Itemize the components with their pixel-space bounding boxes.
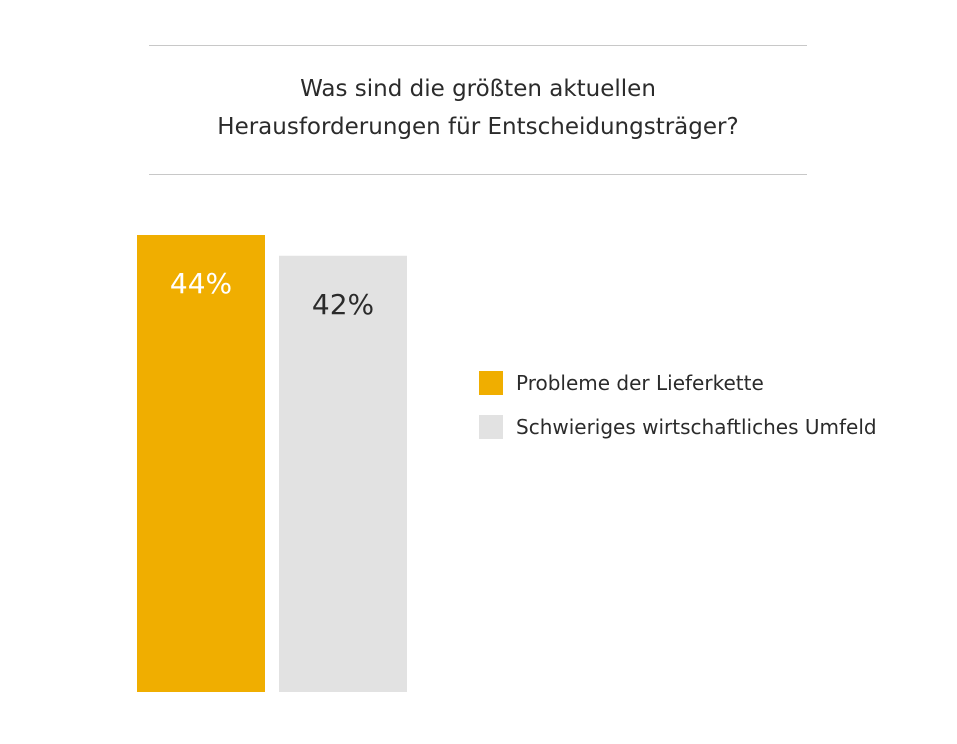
legend-swatch-supply-chain — [479, 371, 503, 395]
title-top-rule — [149, 45, 807, 46]
chart-legend: Probleme der Lieferkette Schwieriges wir… — [479, 370, 877, 458]
bar-supply-chain — [137, 235, 265, 692]
bar-label-supply-chain: 44% — [170, 267, 232, 300]
title-bottom-rule — [149, 174, 807, 175]
legend-item-economic-environment: Schwieriges wirtschaftliches Umfeld — [479, 414, 877, 440]
chart-title: Was sind die größten aktuellen Herausfor… — [149, 70, 807, 146]
chart-title-line-2: Herausforderungen für Entscheidungsträge… — [217, 114, 739, 140]
legend-swatch-economic-environment — [479, 415, 503, 439]
legend-item-supply-chain: Probleme der Lieferkette — [479, 370, 877, 396]
legend-label-economic-environment: Schwieriges wirtschaftliches Umfeld — [516, 415, 877, 439]
bar-label-economic-environment: 42% — [312, 288, 374, 321]
legend-label-supply-chain: Probleme der Lieferkette — [516, 371, 764, 395]
chart-title-line-1: Was sind die größten aktuellen — [300, 76, 656, 102]
bar-economic-environment — [279, 255, 407, 693]
